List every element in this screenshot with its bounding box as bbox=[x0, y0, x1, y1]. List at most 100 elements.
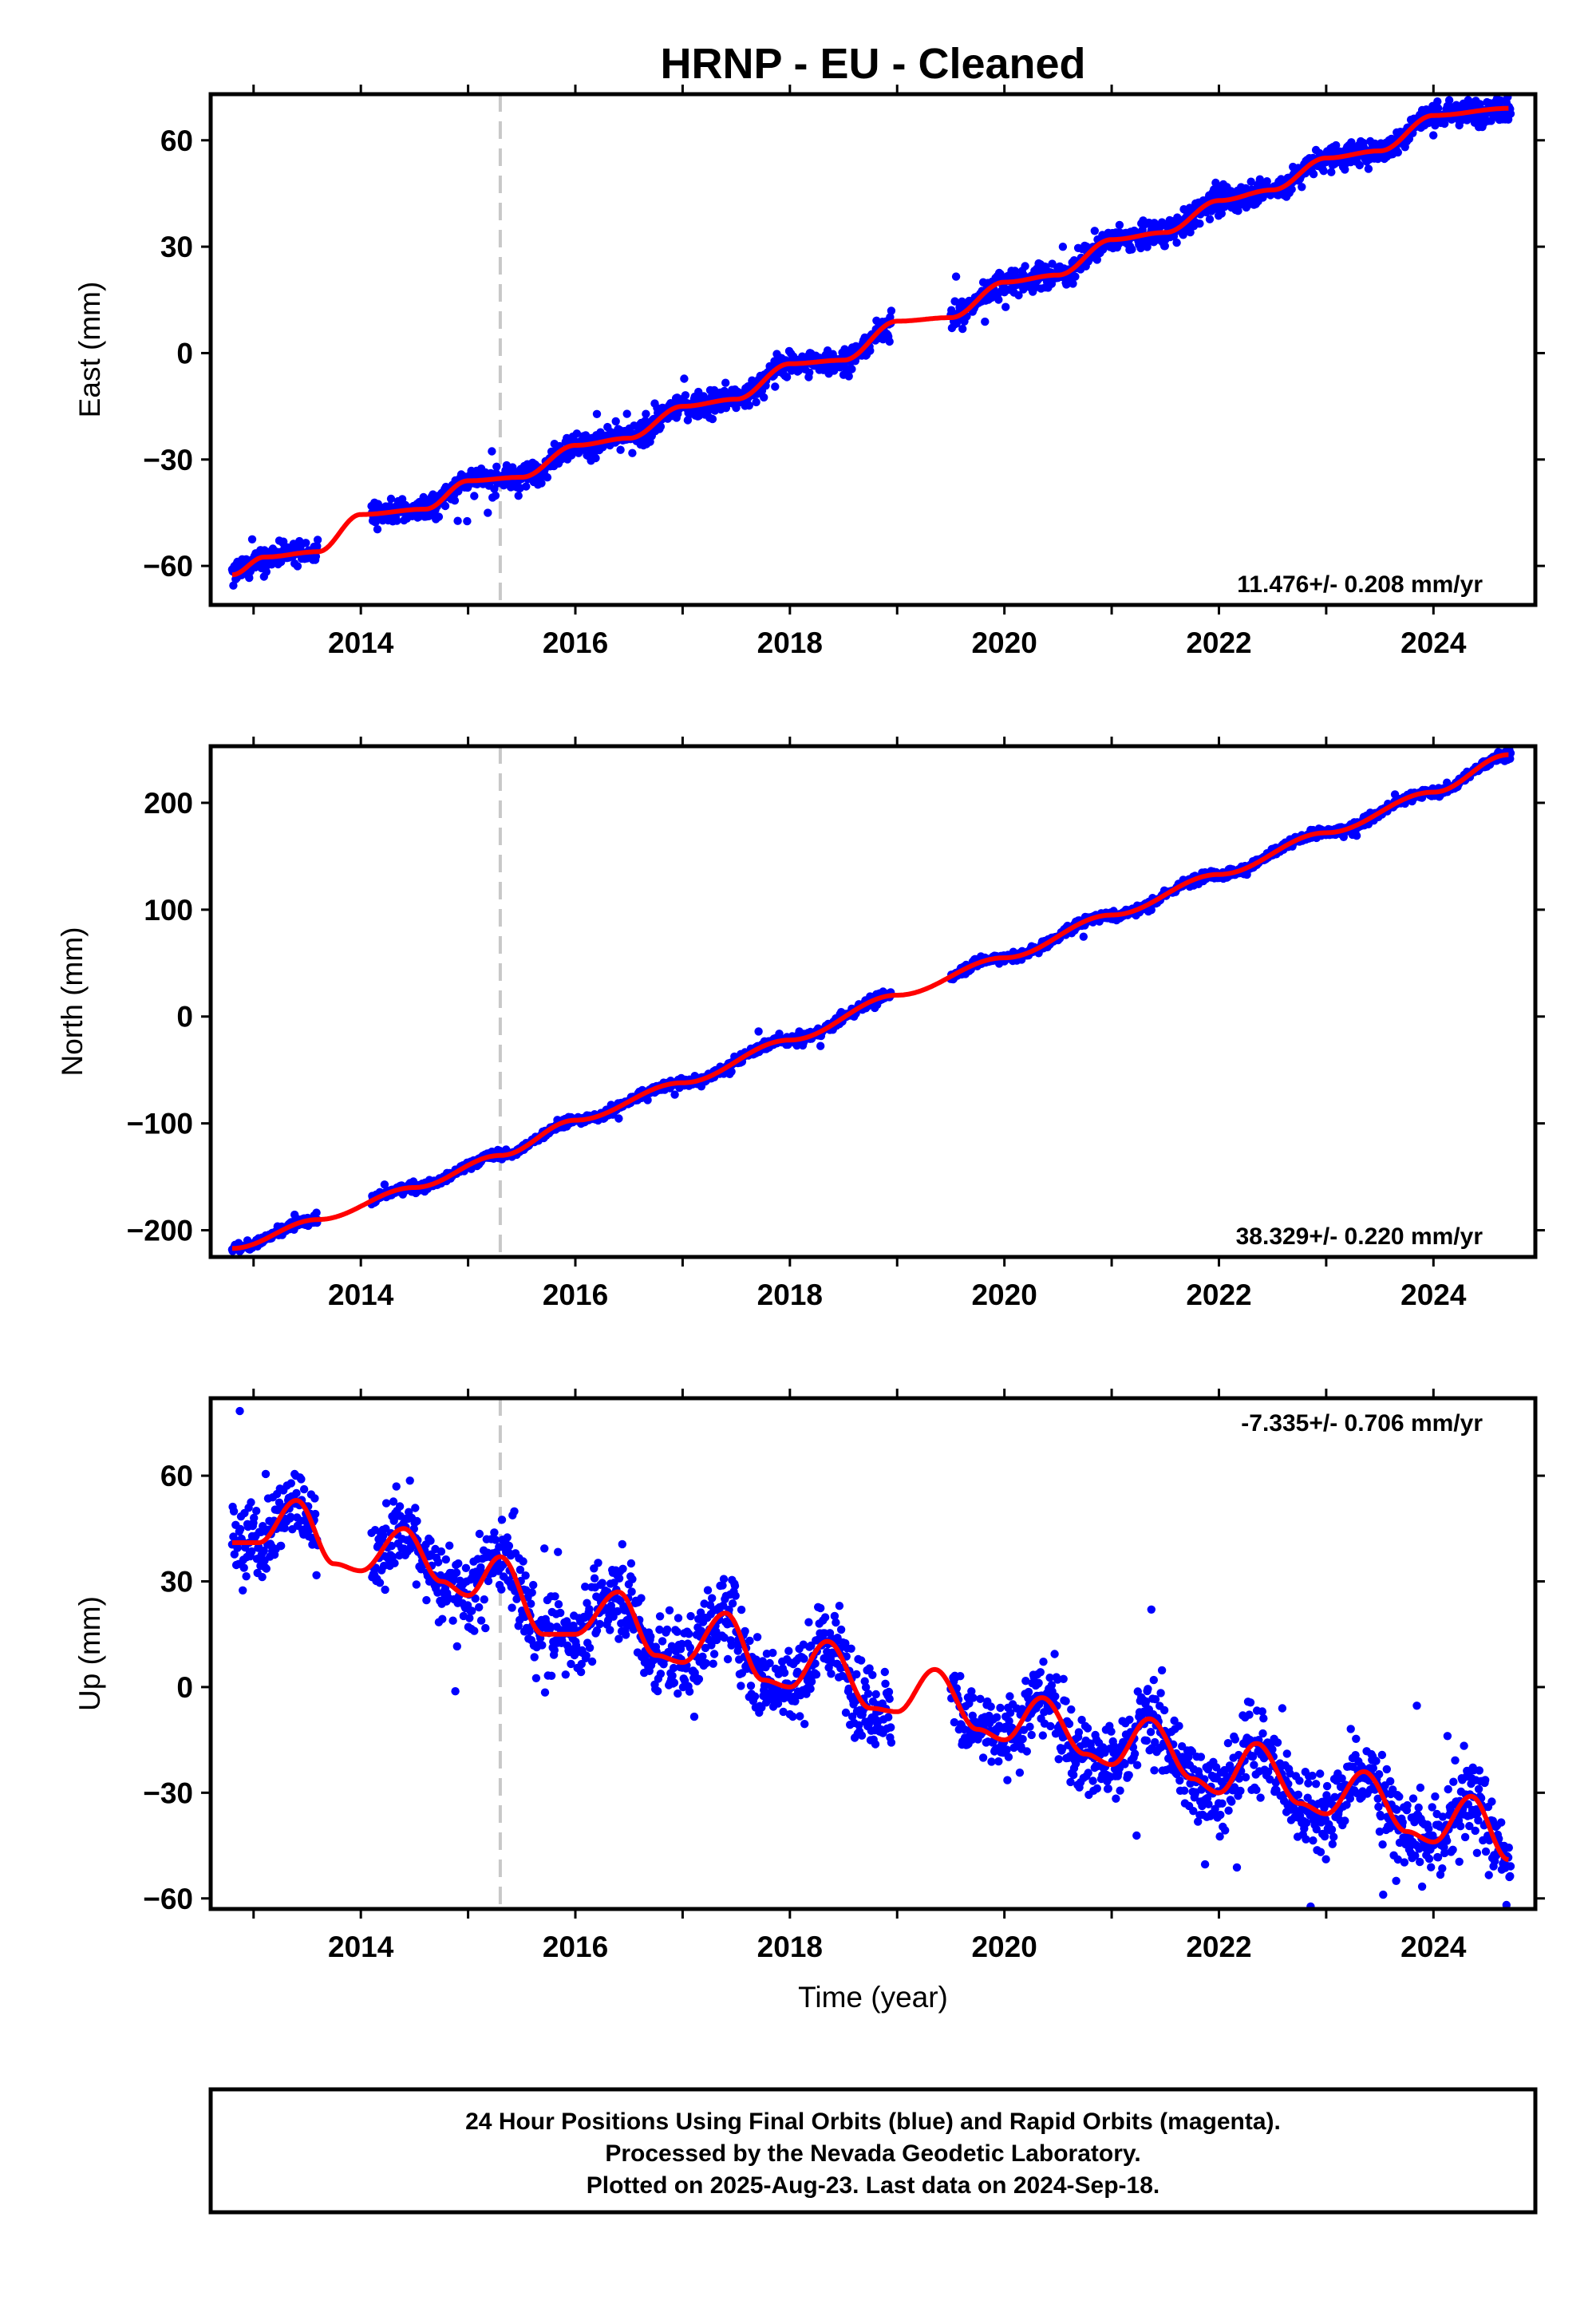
up-data-point bbox=[286, 1479, 295, 1488]
east-data-point bbox=[313, 536, 322, 544]
up-data-point bbox=[737, 1605, 746, 1614]
up-data-point bbox=[595, 1619, 604, 1629]
east-data-point bbox=[1246, 177, 1255, 186]
up-data-point bbox=[728, 1599, 737, 1608]
up-data-point bbox=[585, 1643, 595, 1652]
east-data-point bbox=[1179, 231, 1187, 239]
east-data-point bbox=[987, 293, 996, 302]
up-data-point bbox=[685, 1643, 694, 1652]
up-data-point bbox=[685, 1687, 694, 1696]
north-data-point bbox=[727, 1067, 736, 1077]
up-data-point bbox=[689, 1712, 699, 1721]
up-data-point bbox=[753, 1633, 762, 1642]
north-data-point bbox=[670, 1090, 679, 1099]
up-data-point bbox=[606, 1626, 614, 1634]
figure-title: HRNP - EU - Cleaned bbox=[660, 40, 1085, 88]
east-data-point bbox=[752, 397, 760, 407]
east-data-point bbox=[279, 537, 288, 546]
up-data-point bbox=[804, 1618, 813, 1626]
up-data-point bbox=[703, 1586, 713, 1595]
east-data-point bbox=[1298, 183, 1306, 192]
east-data-point bbox=[1069, 279, 1077, 288]
east-data-point bbox=[592, 409, 602, 418]
east-data-point bbox=[680, 374, 689, 383]
east-data-point bbox=[450, 496, 460, 505]
up-data-point bbox=[412, 1580, 421, 1589]
east-data-point bbox=[1332, 140, 1341, 150]
east-data-point bbox=[628, 449, 637, 457]
east-data-point bbox=[386, 494, 396, 504]
east-y-tick-label: −30 bbox=[143, 444, 193, 476]
east-data-point bbox=[1058, 243, 1068, 251]
up-data-point bbox=[229, 1507, 239, 1516]
up-data-point bbox=[556, 1608, 565, 1618]
up-data-point bbox=[662, 1625, 672, 1634]
east-data-point bbox=[782, 373, 792, 381]
up-data-point bbox=[719, 1575, 729, 1583]
up-data-point bbox=[668, 1671, 677, 1680]
up-data-point bbox=[686, 1611, 695, 1621]
up-data-point bbox=[262, 1564, 271, 1573]
east-data-point bbox=[886, 313, 895, 322]
up-data-point bbox=[247, 1498, 255, 1507]
east-data-point bbox=[866, 346, 875, 355]
east-data-point bbox=[537, 479, 546, 488]
east-data-point bbox=[1355, 160, 1365, 170]
east-data-point bbox=[760, 393, 768, 402]
east-rate-label: 11.476+/- 0.208 mm/yr bbox=[1237, 571, 1483, 598]
north-x-tick-label: 2022 bbox=[1186, 1279, 1251, 1311]
up-data-point bbox=[510, 1507, 519, 1516]
up-data-point bbox=[701, 1658, 710, 1668]
up-data-point bbox=[598, 1579, 606, 1587]
up-data-point bbox=[441, 1555, 450, 1564]
east-data-point bbox=[950, 297, 959, 306]
east-model-curve bbox=[231, 105, 1511, 578]
east-data-point bbox=[1309, 170, 1318, 179]
up-data-point bbox=[540, 1688, 550, 1697]
up-data-point bbox=[297, 1475, 306, 1484]
north-y-tick-label: 200 bbox=[144, 787, 193, 820]
east-data-point bbox=[1014, 290, 1023, 300]
up-data-point bbox=[481, 1623, 490, 1633]
east-data-point bbox=[1186, 227, 1195, 237]
east-frame bbox=[208, 92, 1538, 607]
east-data-point bbox=[1433, 104, 1443, 113]
north-x-tick-label: 2016 bbox=[543, 1279, 608, 1311]
east-data-point bbox=[1001, 302, 1010, 311]
up-data-point bbox=[390, 1559, 399, 1567]
up-data-point bbox=[476, 1616, 486, 1625]
east-y-tick-label: 30 bbox=[160, 231, 193, 263]
up-data-point bbox=[392, 1482, 401, 1491]
up-data-point bbox=[375, 1579, 385, 1587]
north-data-point bbox=[312, 1208, 321, 1217]
east-data-point bbox=[488, 447, 496, 456]
up-data-point bbox=[674, 1689, 682, 1698]
up-data-point bbox=[784, 1646, 793, 1655]
up-data-point bbox=[622, 1630, 630, 1639]
east-data-point bbox=[425, 512, 433, 520]
east-data-point bbox=[484, 508, 492, 517]
up-data-point bbox=[587, 1657, 597, 1666]
east-data-point bbox=[656, 422, 666, 431]
east-data-point bbox=[1364, 164, 1373, 173]
east-data-point bbox=[311, 552, 321, 561]
up-data-point bbox=[627, 1587, 636, 1596]
east-data-point bbox=[522, 482, 531, 491]
east-x-tick-label: 2020 bbox=[971, 626, 1037, 659]
up-data-point bbox=[820, 1613, 830, 1622]
up-data-point bbox=[746, 1682, 756, 1690]
up-data-point bbox=[731, 1591, 740, 1600]
up-data-point bbox=[454, 1559, 463, 1568]
up-data-point bbox=[685, 1630, 693, 1638]
up-data-point bbox=[504, 1541, 514, 1551]
east-data-point bbox=[440, 501, 450, 511]
up-data-point bbox=[490, 1528, 499, 1537]
up-data-point bbox=[816, 1603, 825, 1613]
up-data-point bbox=[768, 1648, 777, 1658]
north-x-tick-label: 2024 bbox=[1400, 1279, 1467, 1311]
